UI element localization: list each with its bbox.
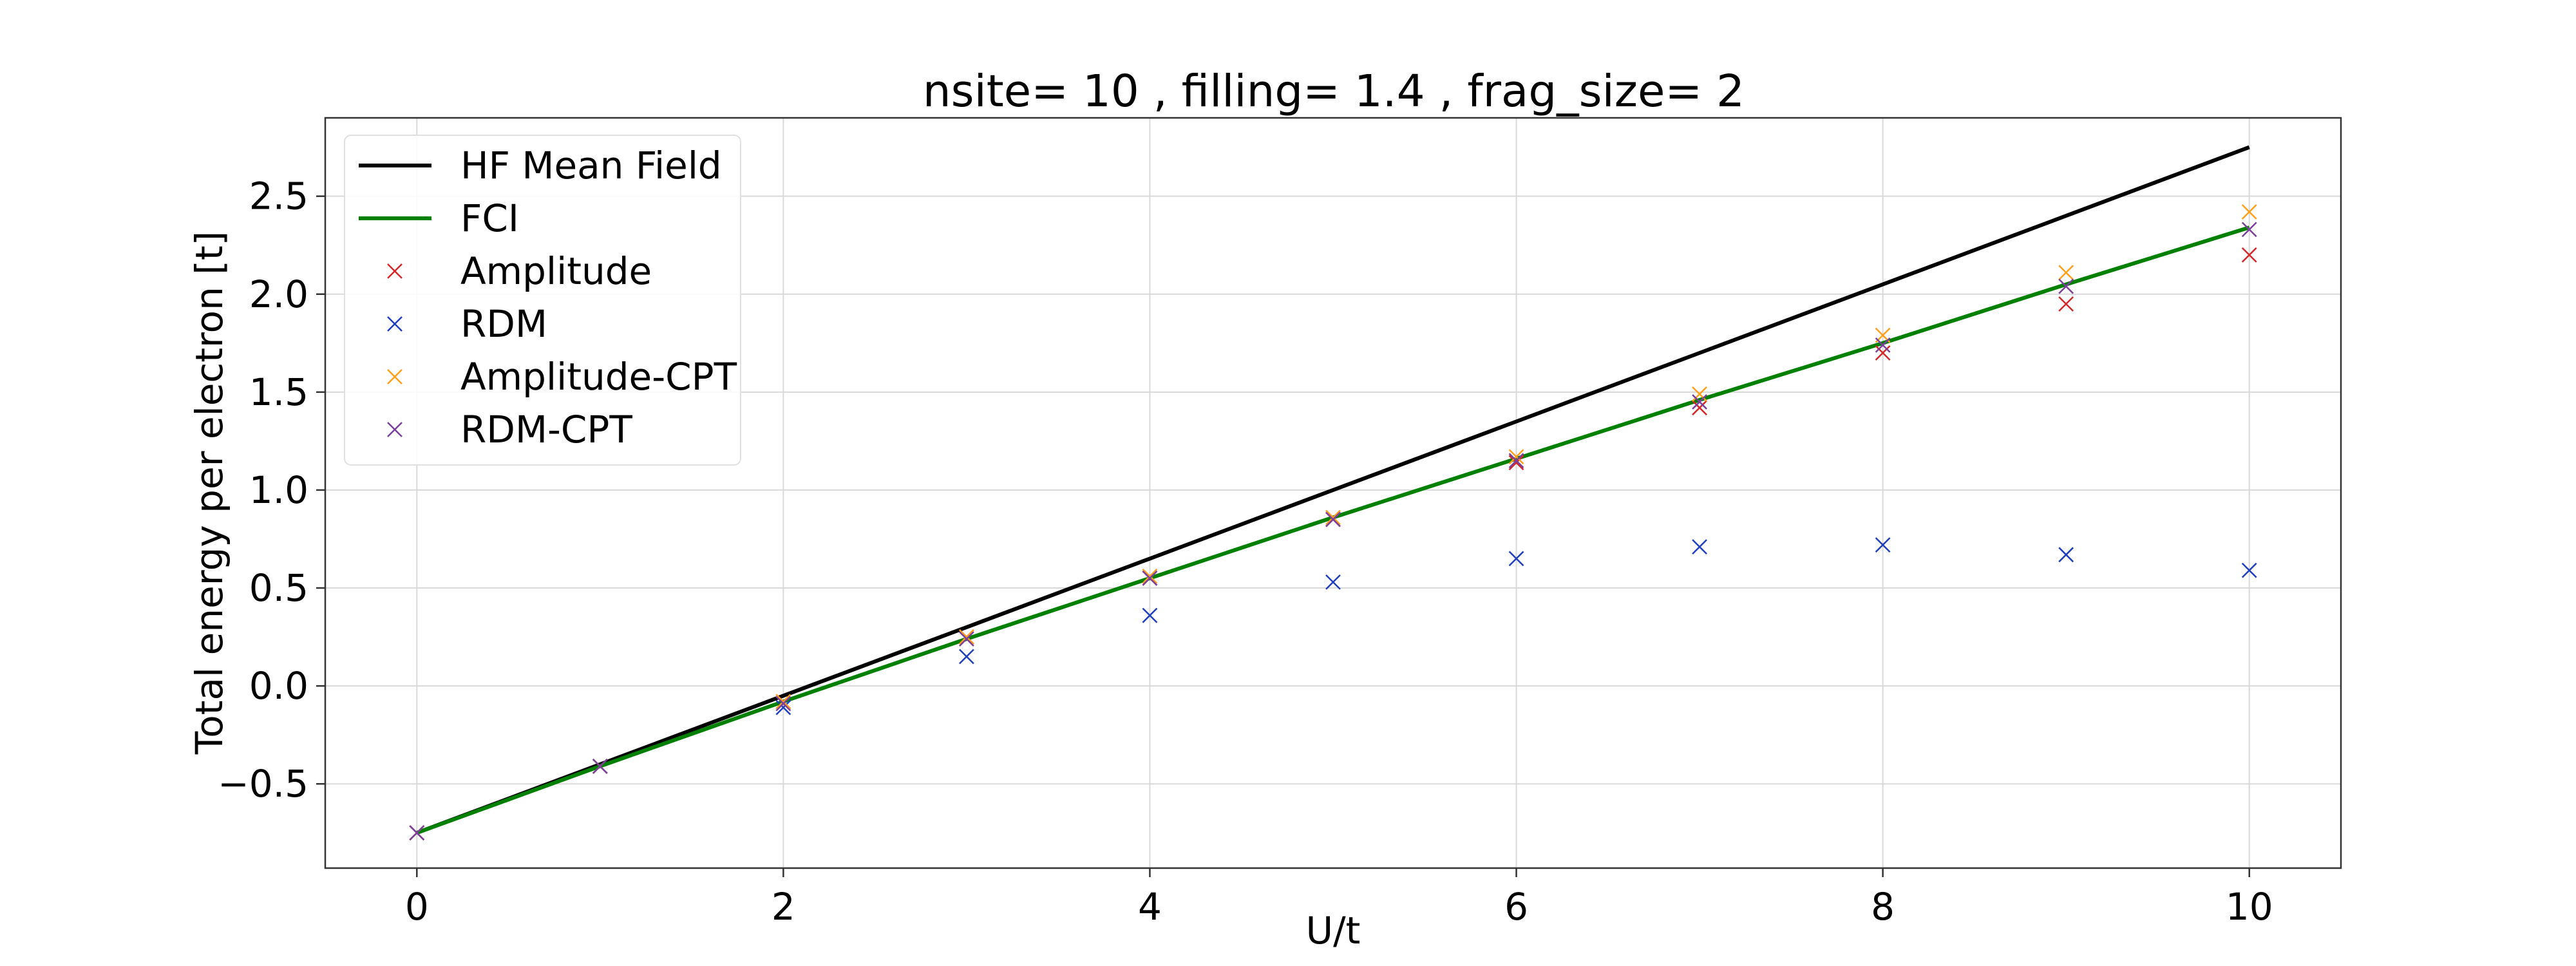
data-point-rdm-cpt	[409, 825, 425, 841]
data-point-rdm	[775, 699, 791, 715]
legend-label-rdm-cpt: RDM-CPT	[460, 408, 632, 451]
data-point-amplitude-cpt	[1142, 568, 1158, 584]
legend-label-rdm: RDM	[460, 302, 547, 346]
series-line-hf-mean-field	[416, 145, 2250, 835]
data-point-amplitude	[1875, 345, 1891, 361]
data-point-amplitude-cpt	[1508, 449, 1524, 465]
legend: HF Mean Field FCI Amplitude RDM Amplitude-CP…	[344, 135, 741, 466]
y-tick-label: 1.0	[249, 468, 308, 512]
data-point-rdm-cpt	[1142, 570, 1158, 586]
chart-title: nsite= 10 , filling= 1.4 , frag_size= 2	[923, 66, 1745, 117]
x-tick-label: 6	[1504, 885, 1528, 929]
y-axis-label: Total energy per electron [t]	[187, 231, 231, 755]
legend-label-fci: FCI	[460, 196, 519, 240]
data-point-rdm-cpt	[959, 631, 974, 647]
data-point-rdm	[1875, 537, 1891, 553]
y-tick-label: 2.0	[249, 272, 308, 316]
y-tick-label: 0.5	[249, 566, 308, 610]
data-point-amplitude	[2058, 296, 2074, 312]
data-point-rdm-cpt	[2241, 222, 2257, 238]
data-point-rdm	[1508, 551, 1524, 567]
data-point-amplitude	[2241, 247, 2257, 263]
data-point-rdm-cpt	[1875, 337, 1891, 353]
y-tick-label: 0.0	[249, 664, 308, 708]
x-axis: 0 2 4 6 8 10	[405, 868, 2273, 929]
data-point-rdm	[1325, 574, 1341, 590]
plot-markers	[409, 204, 2257, 841]
data-point-rdm-cpt	[775, 696, 791, 712]
data-point-rdm	[2241, 562, 2257, 578]
data-point-amplitude-cpt	[959, 629, 974, 645]
y-axis: −0.5 0.0 0.5 1.0 1.5 2.0 2.5	[218, 175, 325, 806]
x-axis-label: U/t	[1306, 909, 1361, 952]
data-point-rdm	[1142, 607, 1158, 623]
x-tick-label: 2	[772, 885, 795, 929]
legend-label-amplitude-cpt: Amplitude-CPT	[460, 355, 737, 399]
data-point-amplitude	[1692, 400, 1707, 416]
legend-frame	[344, 135, 741, 466]
x-tick-label: 8	[1871, 885, 1895, 929]
x-tick-label: 4	[1138, 885, 1162, 929]
x-tick-label: 0	[405, 885, 429, 929]
data-point-rdm	[1692, 539, 1707, 555]
data-point-rdm-cpt	[1325, 511, 1341, 527]
legend-label-hf-mean-field: HF Mean Field	[460, 144, 722, 187]
data-point-amplitude-cpt	[2058, 265, 2074, 281]
data-point-amplitude	[1508, 455, 1524, 471]
data-point-rdm-cpt	[2058, 278, 2074, 294]
legend-swatch-rdm-cpt	[387, 422, 402, 437]
data-point-rdm-cpt	[1508, 453, 1524, 469]
data-point-rdm	[2058, 547, 2074, 563]
plot-area-frame	[324, 117, 2342, 869]
legend-label-amplitude: Amplitude	[460, 249, 652, 293]
data-point-rdm-cpt	[1692, 394, 1707, 410]
y-tick-label: −0.5	[218, 762, 308, 806]
legend-swatch-rdm	[387, 316, 402, 332]
y-tick-label: 1.5	[249, 370, 308, 414]
data-point-rdm	[959, 649, 974, 665]
legend-swatch-amplitude-cpt	[387, 369, 402, 384]
data-point-amplitude-cpt	[775, 694, 791, 710]
data-point-amplitude-cpt	[1692, 386, 1707, 402]
data-point-rdm-cpt	[592, 758, 608, 774]
x-tick-label: 10	[2226, 885, 2273, 929]
legend-swatch-amplitude	[387, 263, 402, 279]
y-tick-label: 2.5	[249, 175, 308, 218]
data-point-amplitude-cpt	[1325, 509, 1341, 526]
data-point-amplitude-cpt	[2241, 204, 2257, 220]
